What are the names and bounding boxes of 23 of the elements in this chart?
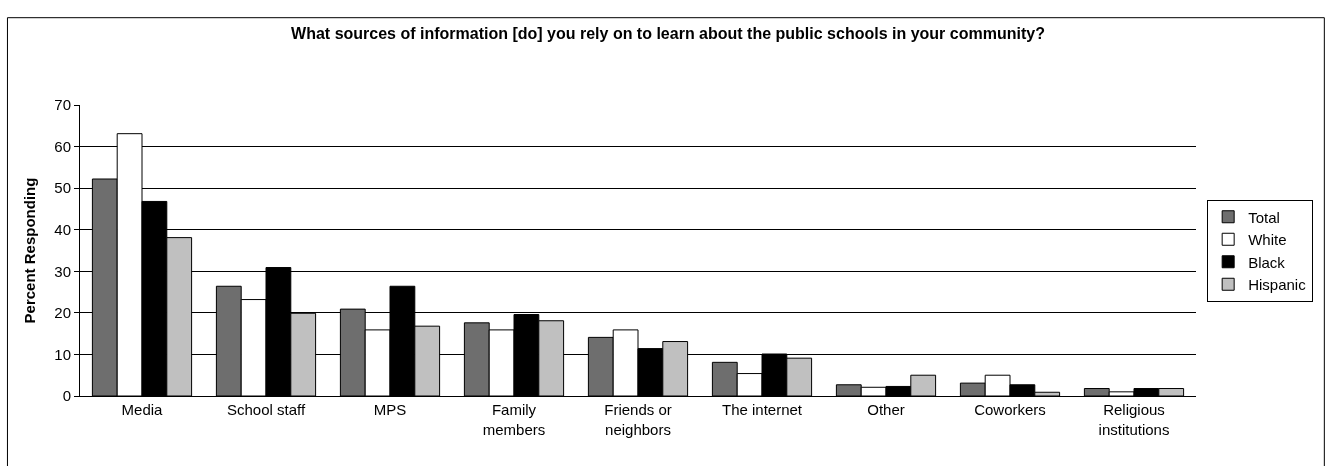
legend-label: Hispanic bbox=[1248, 276, 1307, 294]
legend-label: Total bbox=[1248, 208, 1280, 226]
y-tick-label: 70 bbox=[54, 96, 71, 114]
x-tick-label: Coworkers bbox=[974, 401, 1046, 418]
x-tick-label: MPS bbox=[373, 401, 407, 418]
y-tick-label: 0 bbox=[62, 387, 71, 405]
chart-title: What sources of information [do] you rely on to learn about the public schools in your community? bbox=[291, 25, 1045, 43]
y-tick-label: 60 bbox=[54, 137, 71, 155]
x-tick-label: Friends or neighbors bbox=[604, 401, 672, 438]
y-tick-label: 40 bbox=[54, 220, 71, 238]
x-tick-label: Family members bbox=[482, 401, 546, 438]
y-axis-title: Percent Responding bbox=[20, 177, 38, 324]
y-tick-label: 50 bbox=[54, 179, 71, 197]
x-tick-label: The internet bbox=[721, 401, 803, 418]
y-tick-label: 10 bbox=[54, 345, 71, 363]
x-tick-label: Media bbox=[121, 401, 164, 418]
x-tick-label: Other bbox=[867, 401, 905, 418]
y-tick-label: 20 bbox=[54, 304, 71, 322]
x-tick-label: School staff bbox=[226, 401, 306, 418]
y-tick-label: 30 bbox=[54, 262, 71, 280]
x-tick-label: Religious institutions bbox=[1098, 401, 1170, 438]
legend-label: White bbox=[1248, 231, 1287, 249]
legend-label: Black bbox=[1248, 253, 1286, 271]
